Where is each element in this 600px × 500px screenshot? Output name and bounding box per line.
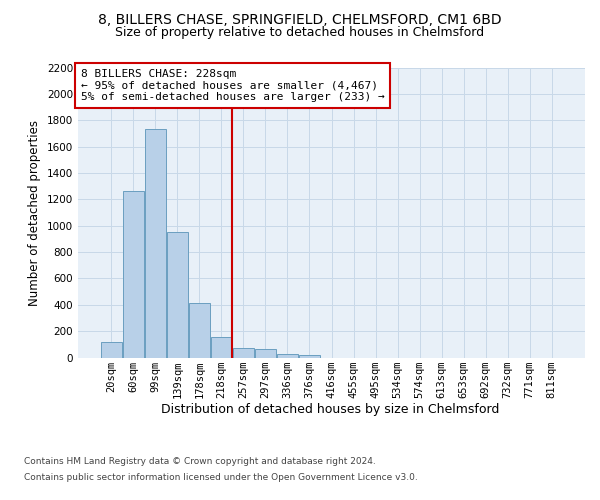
Bar	[167, 232, 188, 358]
Bar	[255, 349, 276, 358]
Bar	[145, 130, 166, 358]
Bar	[101, 342, 122, 357]
Text: Contains HM Land Registry data © Crown copyright and database right 2024.: Contains HM Land Registry data © Crown c…	[24, 458, 376, 466]
Text: Distribution of detached houses by size in Chelmsford: Distribution of detached houses by size …	[161, 402, 499, 415]
Bar	[211, 337, 232, 357]
Y-axis label: Number of detached properties: Number of detached properties	[28, 120, 41, 306]
Text: Size of property relative to detached houses in Chelmsford: Size of property relative to detached ho…	[115, 26, 485, 39]
Text: 8 BILLERS CHASE: 228sqm
← 95% of detached houses are smaller (4,467)
5% of semi-: 8 BILLERS CHASE: 228sqm ← 95% of detache…	[80, 69, 384, 102]
Text: Contains public sector information licensed under the Open Government Licence v3: Contains public sector information licen…	[24, 472, 418, 482]
Bar	[189, 304, 210, 358]
Bar	[233, 348, 254, 358]
Text: 8, BILLERS CHASE, SPRINGFIELD, CHELMSFORD, CM1 6BD: 8, BILLERS CHASE, SPRINGFIELD, CHELMSFOR…	[98, 12, 502, 26]
Bar	[123, 192, 144, 358]
Bar	[277, 354, 298, 358]
Bar	[299, 355, 320, 358]
